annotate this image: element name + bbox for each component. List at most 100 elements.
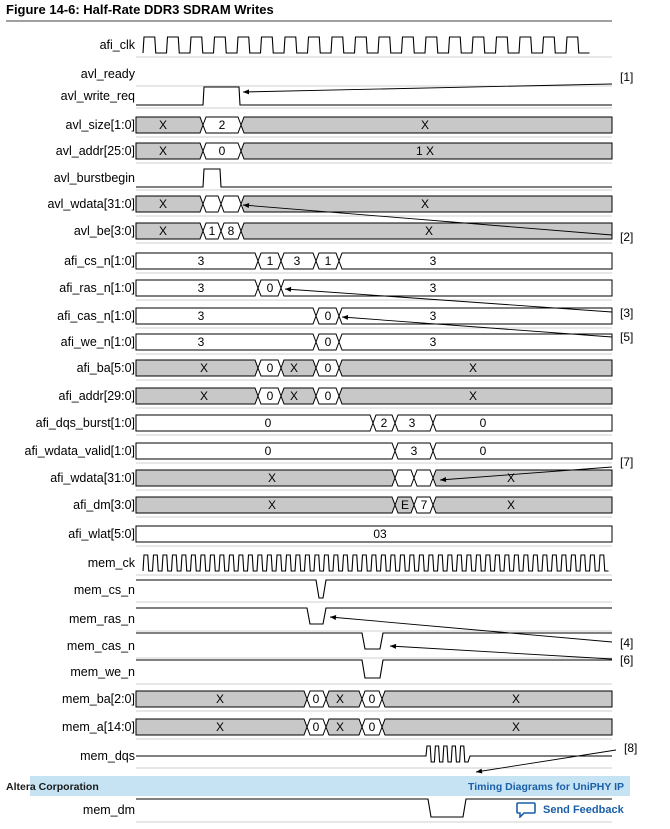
send-feedback-link[interactable]: Send Feedback [516, 802, 624, 818]
bus-segment [135, 195, 204, 213]
bus-segment [315, 387, 340, 405]
bus-value: 2 [381, 416, 388, 430]
signal-label: mem_dm [83, 803, 135, 817]
bus-value: 3 [409, 416, 416, 430]
bus-segment [135, 307, 317, 325]
bus-segment [202, 222, 222, 240]
strobe-wave [136, 745, 612, 763]
bus-value: X [268, 471, 276, 485]
bus-value: X [216, 692, 224, 706]
bus-value: 0 [267, 389, 274, 403]
callout-arrowhead [285, 286, 292, 292]
callout-arrowhead [390, 643, 397, 649]
bus-value: X [290, 361, 298, 375]
pulse-wave [136, 798, 612, 818]
bus-segment [394, 469, 415, 487]
bus-value: 0 [325, 309, 332, 323]
pulse-wave [136, 579, 612, 599]
callout-ref: [8] [624, 741, 637, 755]
callout-arrowhead [342, 314, 349, 320]
bus-segment [432, 496, 613, 514]
signal-label: afi_clk [100, 38, 136, 52]
bus-value: 0 [219, 144, 226, 158]
bus-segment [202, 142, 242, 160]
bus-segment [240, 116, 613, 134]
bus-segment [202, 116, 242, 134]
bus-value: X [421, 118, 429, 132]
bus-segment [257, 252, 282, 270]
bus-segment [280, 359, 317, 377]
signal-label: avl_burstbegin [54, 171, 135, 185]
signal-label: mem_cas_n [67, 639, 135, 653]
bus-value: X [159, 197, 167, 211]
signal-label: afi_cas_n[1:0] [57, 309, 135, 323]
pulse-wave [136, 659, 612, 679]
bus-segment [432, 469, 613, 487]
clock-wave [142, 554, 609, 572]
bus-value: 1 X [416, 144, 434, 158]
bus-segment [135, 718, 308, 736]
signal-label: afi_wdata_valid[1:0] [25, 444, 136, 458]
bus-segment [338, 333, 613, 351]
bus-segment [338, 387, 613, 405]
callout-arrowhead [243, 202, 250, 208]
signal-label: avl_size[1:0] [66, 118, 135, 132]
bus-value: X [200, 361, 208, 375]
footer-section-title[interactable]: Timing Diagrams for UniPHY IP [468, 781, 624, 793]
signal-label: avl_write_req [61, 89, 135, 103]
bus-value: 0 [369, 720, 376, 734]
bus-segment [381, 718, 613, 736]
signal-label: avl_ready [81, 67, 136, 81]
signal-label: mem_cs_n [74, 583, 135, 597]
callout-ref: [6] [620, 653, 633, 667]
callout-line [242, 83, 613, 93]
footer-banner [30, 776, 630, 796]
bus-segment [325, 718, 363, 736]
bus-value: 3 [198, 281, 205, 295]
signal-label: avl_be[3:0] [74, 224, 135, 238]
callout-arrowhead [440, 477, 447, 483]
callout-ref: [1] [620, 70, 633, 84]
callout-line [439, 466, 613, 481]
bus-value: X [216, 720, 224, 734]
bus-value: X [159, 118, 167, 132]
bus-segment [280, 279, 613, 297]
signal-label: mem_we_n [70, 665, 135, 679]
bus-segment [394, 414, 434, 432]
bus-value: 3 [198, 254, 205, 268]
send-feedback-label: Send Feedback [543, 804, 624, 816]
bus-segment [413, 469, 434, 487]
bus-value: X [268, 498, 276, 512]
bus-value: 3 [294, 254, 301, 268]
bus-segment [240, 195, 613, 213]
bus-segment [135, 496, 396, 514]
bus-segment [240, 142, 613, 160]
callout-ref: [2] [620, 230, 633, 244]
bus-segment [257, 359, 282, 377]
figure-title: Figure 14-6: Half-Rate DDR3 SDRAM Writes [6, 2, 274, 17]
bus-value: X [469, 389, 477, 403]
signal-label: afi_dqs_burst[1:0] [36, 416, 135, 430]
bus-segment [306, 690, 327, 708]
bus-segment [361, 718, 383, 736]
bus-segment [135, 690, 308, 708]
bus-value: 3 [430, 254, 437, 268]
signal-label: mem_a[14:0] [62, 720, 135, 734]
bus-segment [338, 252, 613, 270]
bus-value: X [290, 389, 298, 403]
callout-line [284, 288, 613, 313]
callout-line [242, 204, 613, 236]
bus-value: X [425, 224, 433, 238]
callout-ref: [7] [620, 455, 633, 469]
bus-value: X [159, 224, 167, 238]
pulse-wave [136, 86, 612, 106]
bus-value: 7 [421, 498, 428, 512]
bus-value: 0 [265, 416, 272, 430]
callout-line [329, 616, 613, 643]
bus-segment [135, 414, 374, 432]
bus-value: 3 [198, 309, 205, 323]
signal-label: mem_ras_n [69, 612, 135, 626]
bus-value: 0 [325, 361, 332, 375]
bus-value: 1 [267, 254, 274, 268]
